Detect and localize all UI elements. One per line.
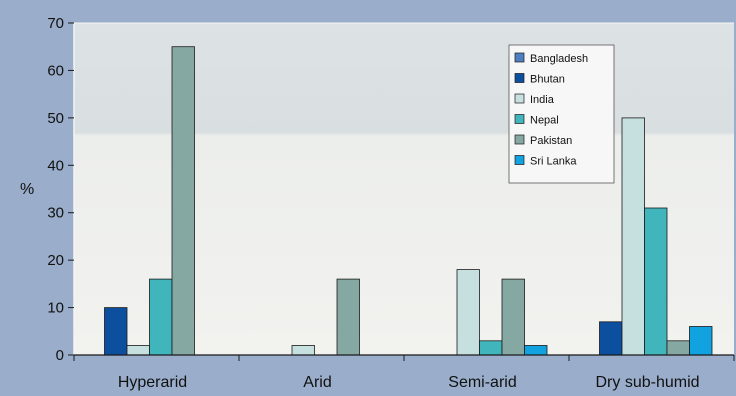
bar-india-semi-arid [456, 269, 480, 356]
legend-swatch [514, 134, 525, 145]
x-category-label: Semi-arid [448, 374, 516, 391]
bar-india-arid [291, 345, 315, 356]
bars-group [104, 46, 713, 356]
y-axis-label: % [20, 181, 34, 198]
bar-india-hyperarid [126, 345, 150, 356]
legend-label: India [530, 94, 555, 106]
bar-bhutan-dry-sub-humid [599, 321, 623, 356]
bar-pakistan-hyperarid [171, 46, 195, 356]
bar-pakistan-semi-arid [501, 278, 525, 356]
bar-india-dry-sub-humid [621, 117, 645, 356]
legend-swatch [514, 93, 525, 104]
legend-swatch [514, 114, 525, 124]
legend-box [508, 44, 615, 184]
y-tick-label: 60 [47, 62, 64, 79]
bar-nepal-hyperarid [149, 278, 173, 356]
legend: Bangladesh Bhutan India Nepal Pakistan Sri La… [508, 44, 615, 184]
legend-swatch [514, 52, 525, 63]
bar-sri-lanka-dry-sub-humid [689, 326, 713, 356]
legend-swatch [514, 155, 525, 165]
y-tick-label: 30 [47, 205, 64, 222]
y-tick-label: 70 [47, 15, 64, 32]
y-tick-label: 50 [47, 110, 64, 127]
bar-bhutan-hyperarid [104, 307, 128, 356]
bar-nepal-dry-sub-humid [644, 207, 668, 356]
legend-label: Nepal [530, 115, 559, 127]
y-tick-label: 40 [47, 157, 64, 174]
x-category-label: Arid [303, 374, 331, 391]
bar-sri-lanka-semi-arid [524, 345, 548, 356]
y-tick-label: 20 [47, 252, 64, 269]
legend-label: Bangladesh [530, 53, 588, 65]
bar-nepal-semi-arid [479, 340, 503, 356]
legend-swatch [514, 73, 525, 83]
y-tick-label: 10 [47, 300, 64, 317]
bar-pakistan-arid [336, 278, 360, 356]
y-tick-label: 0 [56, 347, 64, 364]
legend-label: Pakistan [530, 135, 572, 147]
x-category-label: Hyperarid [118, 374, 187, 391]
legend-label: Bhutan [530, 74, 565, 86]
bar-pakistan-dry-sub-humid [666, 340, 690, 356]
x-category-label: Dry sub-humid [595, 374, 699, 391]
legend-label: Sri Lanka [530, 156, 577, 168]
axes-group: 0 10 20 30 40 50 60 70 Hyperarid Arid Semi-arid Dry… [47, 15, 735, 391]
